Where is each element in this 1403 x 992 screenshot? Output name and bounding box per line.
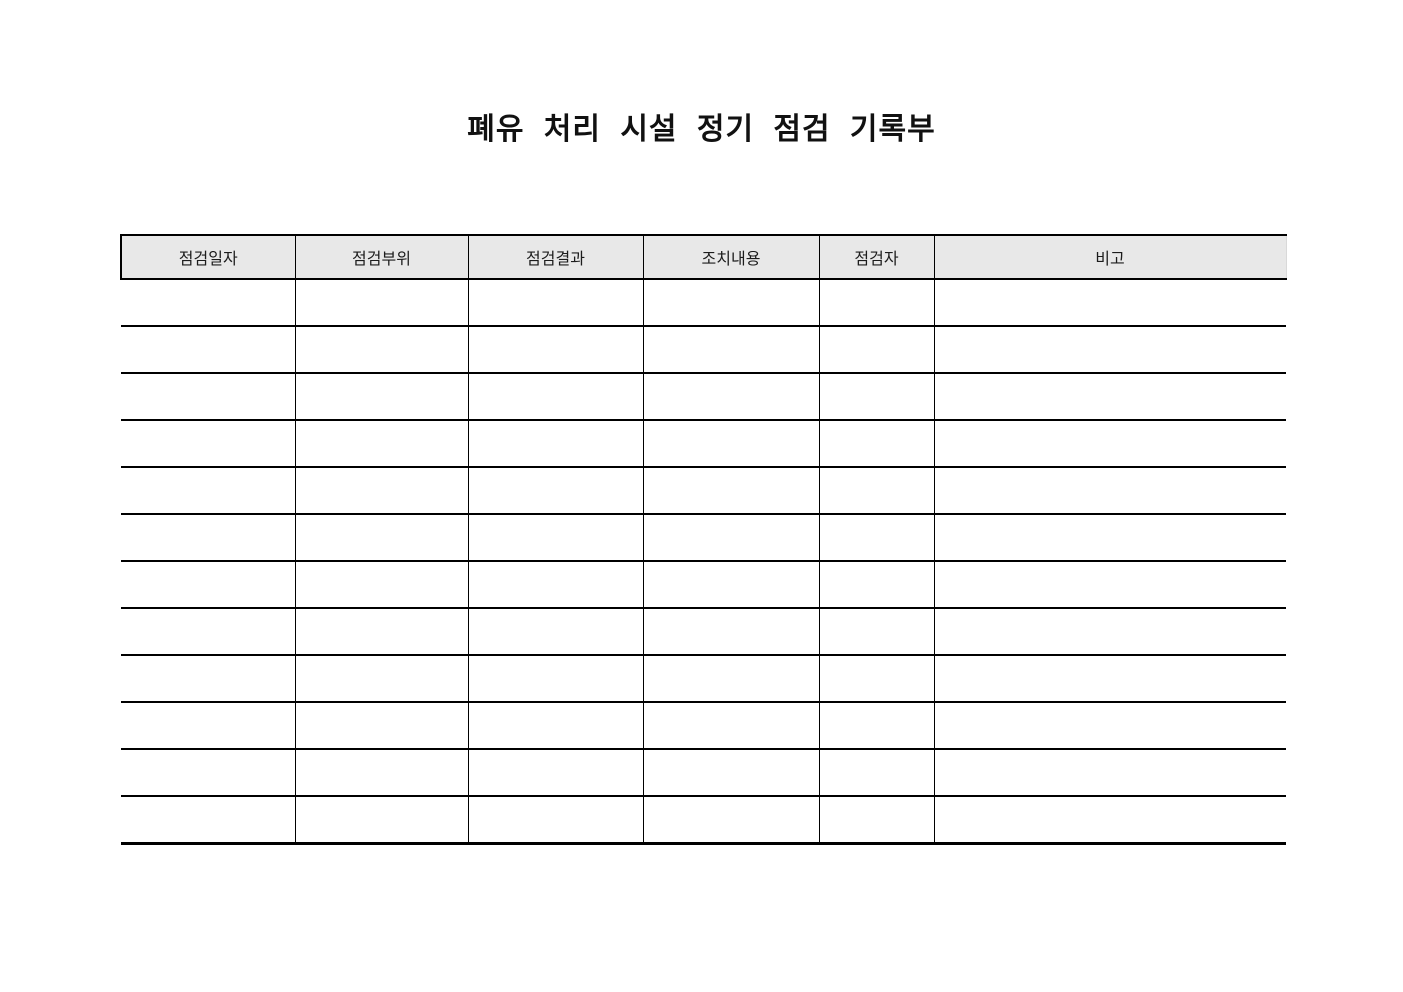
- table-cell-empty: [294, 467, 468, 515]
- table-cell-empty: [933, 326, 1286, 374]
- table-cell-empty: [642, 796, 819, 845]
- table-cell-empty: [642, 514, 819, 562]
- table-cell-empty: [933, 749, 1286, 797]
- table-cell-empty: [294, 796, 468, 845]
- table-cell-empty: [294, 561, 468, 609]
- table-header: 점검일자 점검부위 점검결과 조치내용 점검자 비고: [120, 234, 1287, 280]
- table-cell-empty: [818, 279, 934, 327]
- header-cell-inspector: 점검자: [818, 234, 934, 280]
- table-cell-empty: [642, 655, 819, 703]
- table-cell-empty: [642, 749, 819, 797]
- table-cell-empty: [467, 467, 643, 515]
- table-cell-empty: [818, 702, 934, 750]
- table-cell-empty: [121, 749, 295, 797]
- table-cell-empty: [818, 467, 934, 515]
- table-cell-empty: [294, 373, 468, 421]
- table-cell-empty: [294, 279, 468, 327]
- header-cell-inspection-date: 점검일자: [120, 234, 295, 280]
- table-cell-empty: [467, 608, 643, 656]
- table-cell-empty: [642, 373, 819, 421]
- table-cell-empty: [933, 796, 1286, 845]
- table-cell-empty: [121, 561, 295, 609]
- table-cell-empty: [294, 420, 468, 468]
- table-cell-empty: [121, 514, 295, 562]
- table-cell-empty: [642, 702, 819, 750]
- table-cell-empty: [818, 514, 934, 562]
- table-row: [121, 514, 1286, 562]
- table-cell-empty: [467, 702, 643, 750]
- table-cell-empty: [642, 420, 819, 468]
- table-cell-empty: [933, 561, 1286, 609]
- table-cell-empty: [121, 467, 295, 515]
- table-cell-empty: [933, 655, 1286, 703]
- table-cell-empty: [121, 608, 295, 656]
- table-cell-empty: [294, 702, 468, 750]
- table-row: [121, 467, 1286, 515]
- table-cell-empty: [121, 279, 295, 327]
- table-cell-empty: [467, 561, 643, 609]
- table-row: [121, 749, 1286, 797]
- table-cell-empty: [121, 420, 295, 468]
- table-cell-empty: [121, 796, 295, 845]
- table-cell-empty: [121, 326, 295, 374]
- table-row: [121, 326, 1286, 374]
- table-cell-empty: [818, 420, 934, 468]
- table-cell-empty: [818, 561, 934, 609]
- table-row: [121, 796, 1286, 845]
- table-cell-empty: [294, 326, 468, 374]
- table-cell-empty: [121, 373, 295, 421]
- table-cell-empty: [642, 279, 819, 327]
- table-cell-empty: [467, 796, 643, 845]
- header-cell-inspection-result: 점검결과: [467, 234, 643, 280]
- table-row: [121, 279, 1286, 327]
- table-row: [121, 702, 1286, 750]
- table-row: [121, 561, 1286, 609]
- table-row: [121, 373, 1286, 421]
- table-cell-empty: [467, 326, 643, 374]
- table-row: [121, 420, 1286, 468]
- table-cell-empty: [467, 655, 643, 703]
- table-cell-empty: [818, 608, 934, 656]
- table-cell-empty: [294, 514, 468, 562]
- table-body: [121, 279, 1286, 845]
- table-cell-empty: [933, 467, 1286, 515]
- table-cell-empty: [467, 514, 643, 562]
- table-cell-empty: [818, 749, 934, 797]
- table-cell-empty: [933, 702, 1286, 750]
- table-cell-empty: [933, 514, 1286, 562]
- table-row: [121, 608, 1286, 656]
- table-header-row: 점검일자 점검부위 점검결과 조치내용 점검자 비고: [120, 234, 1287, 280]
- table-cell-empty: [467, 373, 643, 421]
- table-cell-empty: [294, 749, 468, 797]
- table-cell-empty: [642, 326, 819, 374]
- table-cell-empty: [642, 608, 819, 656]
- table-cell-empty: [294, 655, 468, 703]
- table-cell-empty: [467, 749, 643, 797]
- inspection-record-table: 점검일자 점검부위 점검결과 조치내용 점검자 비고: [120, 234, 1287, 845]
- table-cell-empty: [818, 796, 934, 845]
- header-cell-remarks: 비고: [933, 234, 1287, 280]
- table-cell-empty: [642, 467, 819, 515]
- table-cell-empty: [818, 373, 934, 421]
- table-cell-empty: [121, 655, 295, 703]
- table-cell-empty: [933, 373, 1286, 421]
- table-cell-empty: [467, 279, 643, 327]
- table-cell-empty: [818, 326, 934, 374]
- table-cell-empty: [933, 608, 1286, 656]
- page-title: 폐유 처리 시설 정기 점검 기록부: [467, 113, 936, 146]
- table-cell-empty: [933, 420, 1286, 468]
- table-row: [121, 655, 1286, 703]
- table-cell-empty: [467, 420, 643, 468]
- table-cell-empty: [818, 655, 934, 703]
- header-cell-action-taken: 조치내용: [642, 234, 819, 280]
- table-cell-empty: [121, 702, 295, 750]
- table-cell-empty: [294, 608, 468, 656]
- table-cell-empty: [642, 561, 819, 609]
- header-cell-inspection-part: 점검부위: [294, 234, 468, 280]
- table-cell-empty: [933, 279, 1286, 327]
